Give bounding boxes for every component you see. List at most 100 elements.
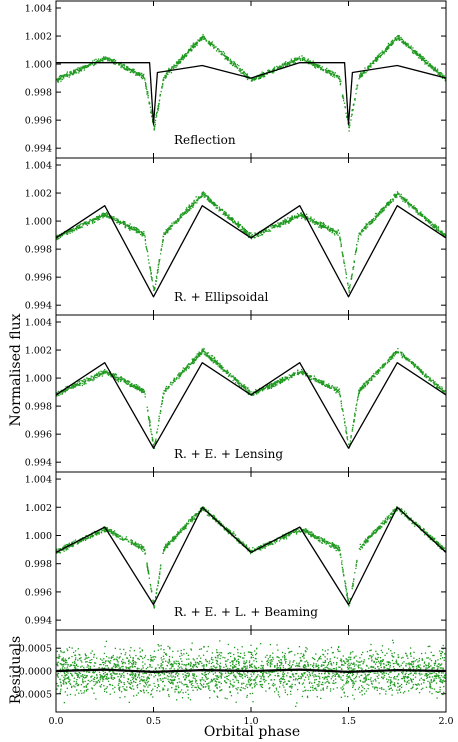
data-point	[298, 215, 300, 217]
data-point	[398, 39, 401, 41]
data-point	[63, 233, 65, 235]
data-point	[95, 58, 97, 61]
data-point	[241, 385, 243, 388]
data-point	[289, 219, 291, 221]
data-point	[155, 114, 157, 116]
data-point	[285, 61, 287, 63]
data-point	[413, 52, 415, 55]
data-point	[352, 424, 354, 427]
data-point	[61, 393, 63, 395]
data-point	[368, 379, 370, 381]
data-point	[386, 46, 388, 48]
data-point	[385, 50, 388, 53]
data-point	[342, 568, 344, 570]
data-point	[322, 222, 325, 224]
data-point	[158, 260, 160, 262]
data-point	[229, 60, 231, 62]
data-point	[419, 214, 421, 216]
data-point	[211, 201, 214, 204]
data-point	[150, 591, 153, 593]
data-point	[387, 202, 389, 204]
data-point	[199, 352, 201, 354]
data-point	[381, 210, 384, 212]
data-point	[302, 370, 304, 373]
data-point	[338, 547, 340, 549]
data-point	[150, 273, 152, 275]
data-point	[384, 49, 387, 51]
data-point	[249, 232, 251, 234]
data-point	[82, 380, 84, 382]
data-point	[416, 367, 418, 369]
data-point	[334, 72, 336, 74]
data-point	[375, 216, 377, 218]
data-point	[330, 74, 333, 76]
data-point	[79, 68, 82, 70]
data-point	[106, 216, 108, 218]
data-point	[204, 37, 206, 39]
data-point	[298, 56, 301, 58]
data-point	[138, 544, 140, 546]
data-point	[395, 194, 398, 197]
data-point	[199, 39, 201, 41]
data-point	[176, 535, 179, 537]
data-point	[94, 217, 96, 220]
data-point	[381, 366, 383, 368]
data-point	[181, 56, 184, 58]
data-point	[212, 43, 214, 45]
data-point	[303, 56, 305, 59]
data-point	[414, 365, 416, 367]
data-point	[108, 59, 110, 62]
data-point	[196, 356, 198, 358]
data-point	[150, 431, 152, 433]
data-point	[397, 352, 400, 354]
data-point	[250, 238, 253, 240]
data-point	[391, 43, 394, 45]
data-point	[357, 237, 359, 239]
data-point	[127, 383, 129, 385]
data-point	[68, 74, 71, 76]
data-point	[226, 371, 228, 373]
data-point	[153, 129, 155, 131]
data-point	[283, 537, 286, 539]
data-point	[323, 385, 326, 387]
data-point	[352, 427, 354, 429]
data-point	[132, 68, 134, 70]
data-point	[73, 386, 75, 388]
data-point	[231, 375, 234, 378]
data-point	[317, 223, 319, 225]
data-point	[444, 547, 446, 549]
data-point	[248, 232, 251, 234]
data-point	[196, 353, 198, 355]
data-point	[373, 375, 375, 378]
data-point	[375, 370, 377, 373]
data-point	[437, 385, 439, 387]
data-point	[166, 71, 168, 73]
data-point	[319, 380, 322, 382]
data-point	[175, 222, 177, 224]
data-point	[291, 376, 293, 379]
data-point	[108, 217, 111, 219]
data-point	[310, 219, 312, 221]
data-point	[339, 396, 341, 398]
data-point	[159, 258, 161, 261]
data-point	[56, 548, 58, 550]
data-point	[210, 355, 213, 357]
data-point	[109, 373, 111, 376]
data-point	[340, 242, 342, 244]
data-point	[183, 56, 186, 58]
data-point	[80, 379, 82, 382]
data-point	[262, 230, 264, 232]
data-point	[97, 58, 100, 60]
data-point	[186, 208, 189, 211]
data-point	[123, 64, 126, 66]
data-point	[434, 383, 436, 385]
data-point	[279, 382, 281, 385]
data-point	[372, 60, 374, 62]
data-point	[83, 222, 86, 224]
data-point	[79, 223, 82, 225]
data-point	[100, 58, 102, 60]
data-point	[429, 377, 431, 379]
data-point	[374, 57, 377, 59]
data-point	[243, 231, 246, 233]
data-point	[430, 64, 432, 66]
